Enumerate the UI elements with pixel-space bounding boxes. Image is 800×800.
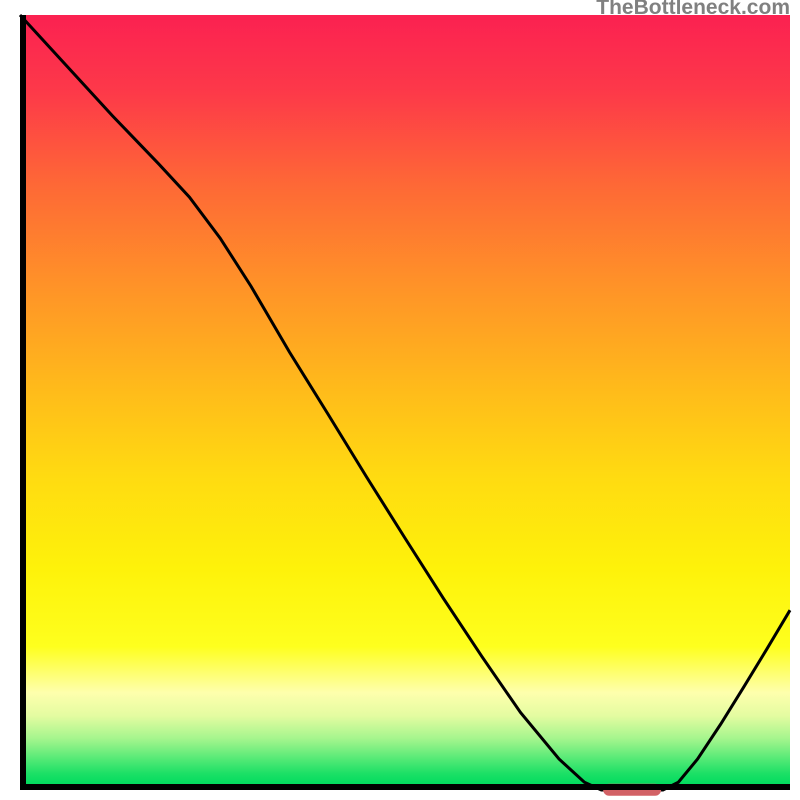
bottleneck-chart: TheBottleneck.com (0, 0, 800, 800)
optimal-marker (603, 784, 661, 796)
plot-area (20, 15, 790, 790)
source-label: TheBottleneck.com (596, 0, 790, 20)
bottleneck-curve (20, 15, 790, 790)
